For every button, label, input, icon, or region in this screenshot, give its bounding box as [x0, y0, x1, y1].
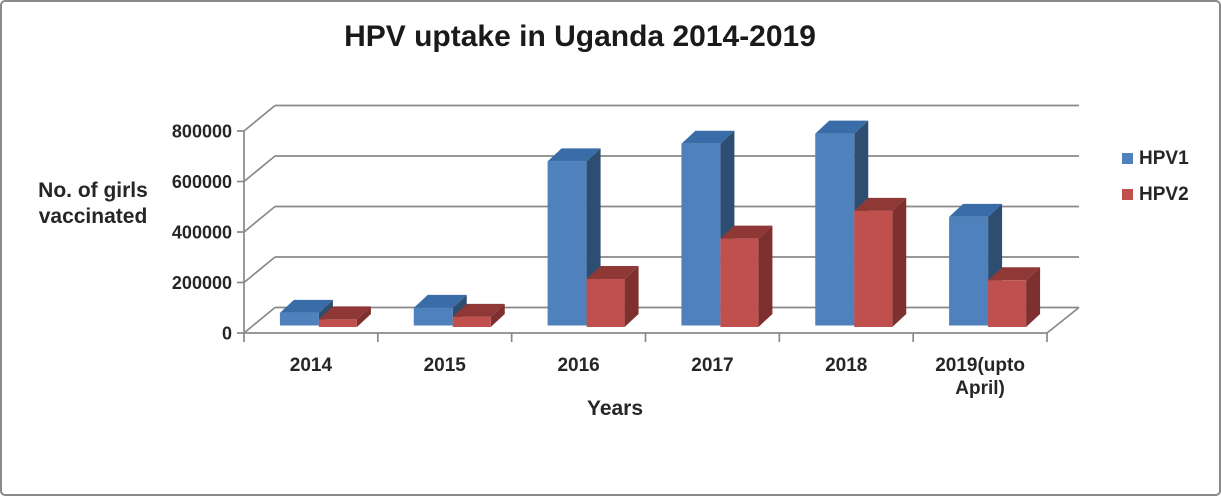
bar-HPV1-2016: [547, 161, 587, 326]
chart-title: HPV uptake in Uganda 2014-2019: [344, 20, 816, 53]
bar-HPV2-2016: [586, 279, 625, 327]
legend-swatch-hpv1-icon: [1122, 153, 1133, 164]
legend-label-hpv1: HPV1: [1139, 148, 1189, 169]
legend-label-hpv2: HPV2: [1139, 184, 1189, 205]
bar-side-HPV2-2014: [356, 306, 371, 327]
side-wall-gridline: [243, 104, 276, 132]
bar-HPV1-2015: [413, 307, 453, 326]
side-wall-gridline: [243, 205, 276, 233]
bar-top-HPV2-2017: [720, 225, 773, 239]
bar-top-HPV2-2018: [854, 197, 907, 211]
x-category-label: 2018: [825, 355, 867, 376]
y-tick-label: 600000: [172, 172, 232, 192]
bar-HPV2-2018: [854, 210, 893, 327]
side-wall-gridline: [243, 256, 276, 284]
bar-top-HPV1-2015: [413, 294, 467, 308]
x-category-label: 2019(upto: [935, 355, 1025, 376]
side-wall-gridline: [243, 306, 276, 334]
bar-top-HPV2-2015: [452, 303, 505, 317]
bar-side-HPV2-2017: [758, 225, 773, 327]
legend-item-hpv1: HPV1: [1122, 149, 1189, 168]
y-axis-title: No. of girls vaccinated: [38, 179, 148, 228]
bar-HPV1-2018: [815, 133, 855, 326]
x-category-label: 2015: [424, 355, 467, 376]
bar-side-HPV2-2019(upto April): [1026, 267, 1041, 327]
legend-swatch-hpv2-icon: [1122, 189, 1133, 200]
y-tick-label: 0: [222, 324, 232, 344]
x-axis-title: Years: [586, 397, 644, 420]
legend: HPV1 HPV2: [1122, 149, 1189, 204]
y-tick-label: 800000: [172, 122, 232, 142]
side-wall-gridline: [243, 155, 276, 183]
bar-top-HPV1-2017: [681, 130, 735, 144]
bar-top-HPV1-2014: [279, 299, 333, 313]
bar-side-HPV2-2015: [490, 303, 505, 327]
x-category-label: April): [955, 378, 1005, 399]
bar-top-HPV2-2014: [318, 306, 371, 320]
bar-HPV1-2019(upto April): [949, 216, 989, 326]
bar-top-HPV2-2019(upto April): [988, 267, 1041, 281]
legend-item-hpv2: HPV2: [1122, 185, 1189, 204]
bar-side-HPV2-2016: [624, 266, 639, 327]
bar-HPV1-2014: [279, 312, 319, 326]
bar-HPV2-2015: [452, 316, 491, 327]
bar-top-HPV1-2019(upto April): [949, 203, 1003, 217]
floor-right-edge: [1046, 306, 1080, 334]
bar-HPV1-2017: [681, 143, 721, 326]
bar-HPV2-2014: [318, 319, 357, 327]
bar-HPV2-2019(upto April): [988, 280, 1027, 327]
bar-top-HPV2-2016: [586, 266, 639, 280]
bar-top-HPV1-2018: [815, 120, 869, 134]
x-category-label: 2016: [557, 355, 599, 376]
x-category-label: 2014: [290, 355, 333, 376]
y-tick-label: 200000: [172, 273, 232, 293]
bar-side-HPV2-2018: [892, 197, 907, 327]
y-tick-label: 400000: [172, 223, 232, 243]
x-category-label: 2017: [691, 355, 733, 376]
bar-HPV2-2017: [720, 238, 759, 327]
bar-top-HPV1-2016: [547, 148, 601, 162]
